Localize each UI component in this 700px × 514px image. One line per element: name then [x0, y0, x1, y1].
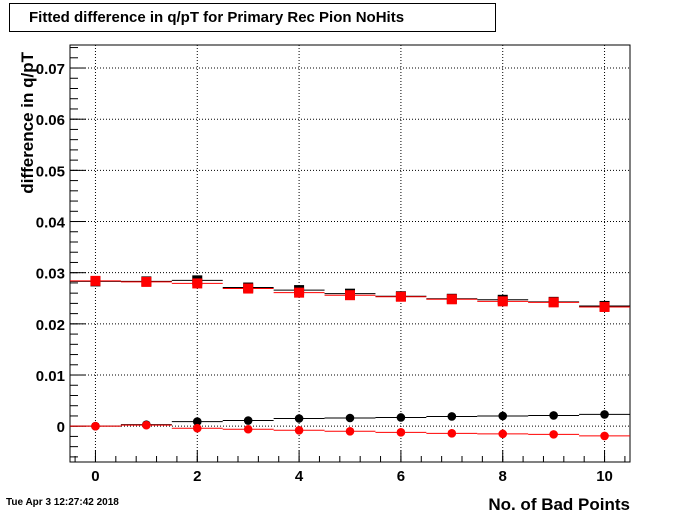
square-marker: [395, 291, 406, 302]
circle-marker: [600, 410, 609, 419]
circle-marker: [243, 416, 253, 425]
x-tick-label: 4: [295, 468, 304, 485]
square-marker: [294, 287, 305, 298]
x-tick-label: 0: [91, 468, 99, 485]
y-tick-label: 0.01: [36, 368, 65, 385]
y-tick-label: 0.02: [36, 317, 65, 334]
circle-marker: [549, 430, 558, 439]
circle-marker: [192, 423, 202, 433]
circle-marker: [498, 411, 508, 421]
y-tick-label: 0.06: [36, 112, 65, 129]
axis-ticks: 0 2 4 6 8 10 0 0.01 0.02 0.03 0.04 0.05 0.06 0.07: [36, 47, 626, 485]
circle-marker: [396, 428, 406, 437]
x-tick-label: 10: [596, 468, 613, 485]
circle-marker: [294, 425, 304, 435]
square-marker: [90, 275, 101, 286]
circle-marker: [549, 411, 558, 420]
plot-frame: [69, 44, 631, 463]
data-series: [70, 275, 630, 441]
circle-marker: [345, 427, 355, 436]
x-tick-label: 6: [397, 468, 405, 485]
circle-marker: [498, 429, 508, 439]
circle-marker: [192, 417, 202, 426]
y-tick-label: 0.04: [36, 215, 66, 232]
square-marker: [548, 297, 559, 308]
timestamp: Tue Apr 3 12:27:42 2018: [6, 497, 119, 508]
x-tick-label: 2: [193, 468, 201, 485]
y-tick-label: 0: [57, 419, 65, 436]
circle-marker: [142, 420, 151, 430]
series-4: [70, 420, 630, 441]
square-marker: [345, 290, 355, 301]
circle-marker: [396, 413, 406, 422]
square-marker: [192, 278, 203, 289]
circle-marker: [600, 431, 609, 441]
circle-marker: [243, 424, 253, 434]
square-marker: [599, 301, 610, 312]
square-marker: [243, 283, 254, 294]
square-marker: [497, 296, 508, 307]
circle-marker: [294, 414, 304, 423]
x-tick-label: 8: [499, 468, 507, 485]
y-tick-label: 0.05: [36, 163, 65, 180]
circle-marker: [447, 429, 457, 438]
circle-marker: [91, 421, 100, 431]
circle-marker: [345, 413, 355, 423]
series-2: [70, 275, 630, 312]
y-tick-label: 0.07: [36, 61, 65, 78]
y-tick-label: 0.03: [36, 266, 65, 283]
circle-marker: [447, 412, 457, 421]
square-marker: [141, 276, 152, 287]
x-axis-label: No. of Bad Points: [488, 495, 630, 514]
grid: [70, 45, 630, 462]
square-marker: [446, 294, 457, 305]
chart-title: Fitted difference in q/pT for Primary Re…: [9, 3, 496, 32]
y-axis-label: difference in q/pT: [18, 51, 37, 193]
